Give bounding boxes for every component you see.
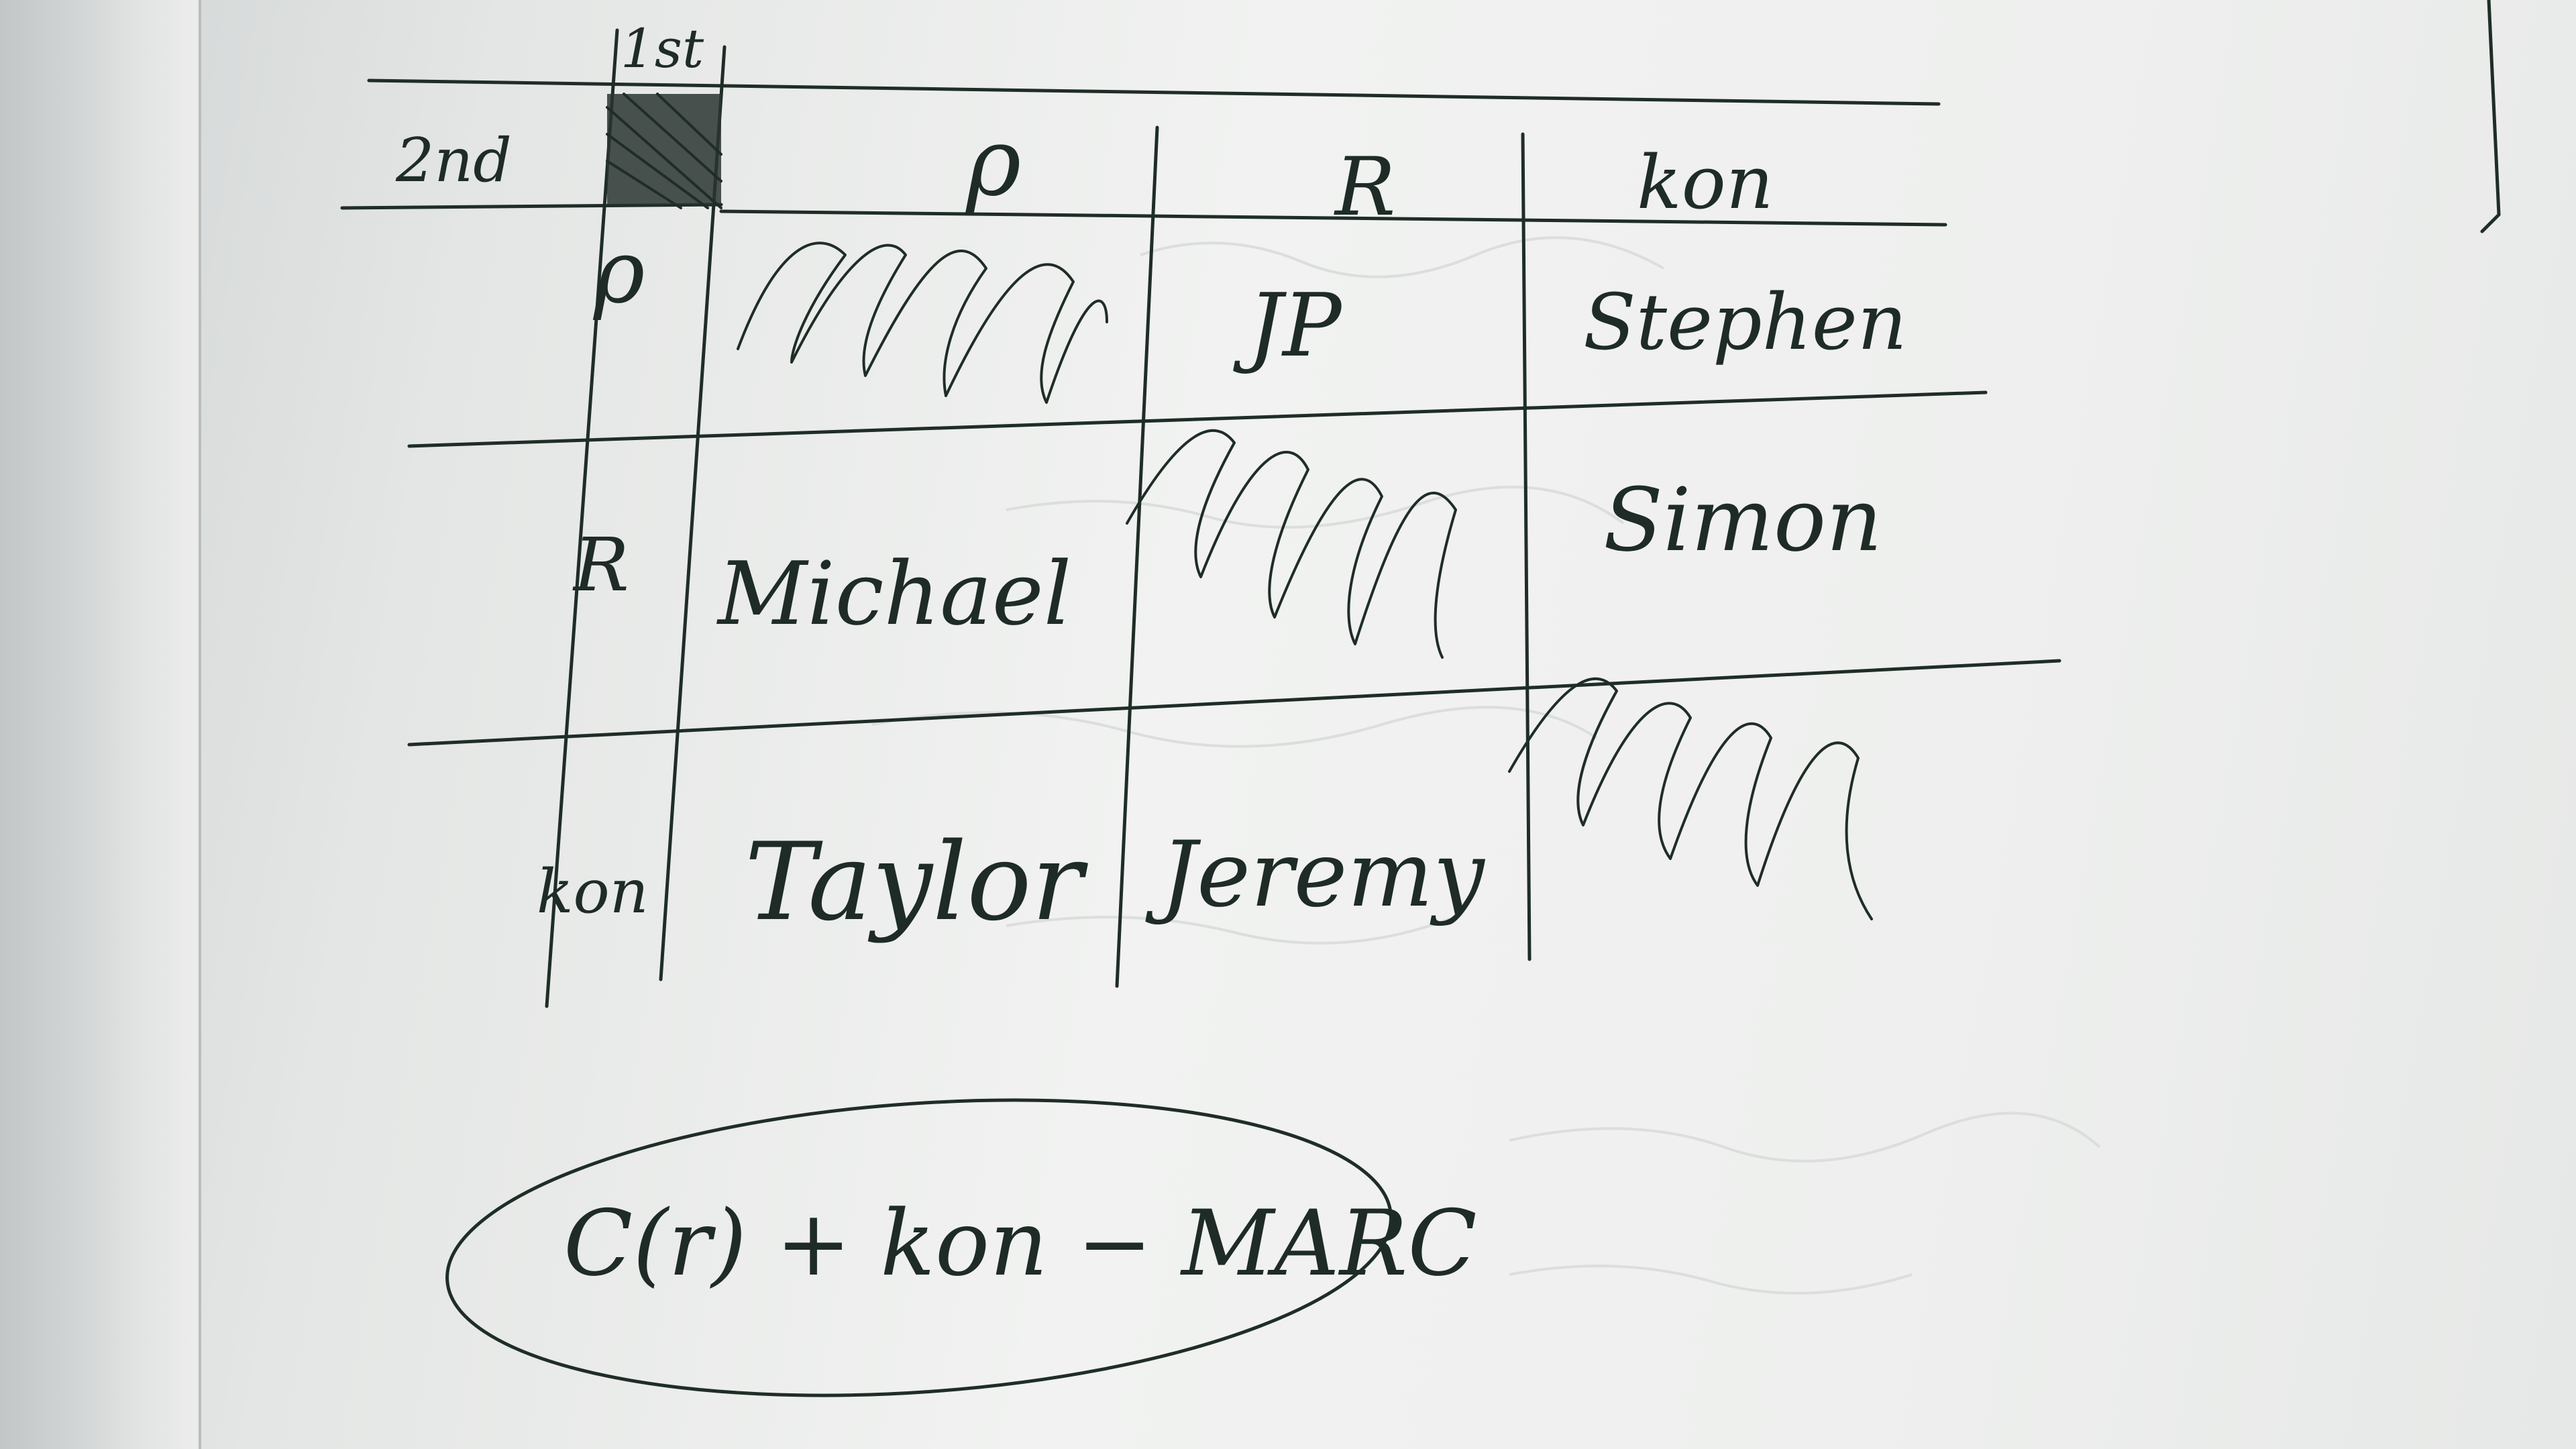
cell-kon-rho: Taylor [745,819,1089,945]
formula-text: C(r) + kon − MARC [564,1191,1477,1296]
cell-r-rho: Michael [716,543,1071,645]
bleed-through-marks [871,236,2101,1295]
row-headers: ρ R kon [537,221,649,927]
label-second: 2nd [395,125,512,196]
desk-surface [0,0,201,1449]
crossed-cell-r-r [1126,429,1457,659]
paper-edge [199,0,201,1449]
label-first: 1st [621,17,704,80]
grid-cells: JP Stephen Michael Simon Taylor Jeremy [716,274,1907,945]
shaded-corner-cell [606,93,722,209]
cell-kon-r: Jeremy [1145,822,1485,927]
column-headers: ρ R kon [965,108,1774,234]
crossed-cell-rho-rho [737,241,1108,404]
cell-r-kon: Simon [1603,469,1882,571]
formula-circle [445,1098,1393,1397]
row-header-rho: ρ [592,221,645,323]
cell-rho-kon: Stephen [1583,278,1907,368]
column-header-rho: ρ [965,108,1021,217]
cell-rho-r: JP [1233,274,1343,376]
grid-lines [340,28,2061,1008]
stray-marks [2480,0,2501,233]
row-header-r: R [572,522,629,608]
circled-formula: C(r) + kon − MARC [445,1098,1477,1397]
crossed-cell-kon-kon [1508,677,1873,920]
column-header-kon: kon [1637,140,1774,225]
column-header-r: R [1334,141,1395,234]
row-header-kon: kon [537,857,649,927]
axis-labels: 1st 2nd [395,17,704,196]
